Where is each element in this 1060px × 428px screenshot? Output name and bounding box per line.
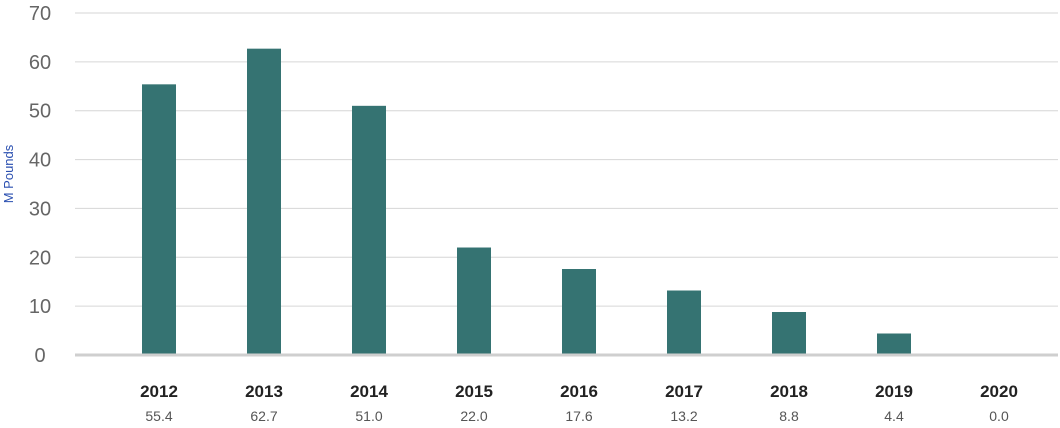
bar <box>247 48 281 356</box>
bar <box>142 84 176 356</box>
x-tick-label: 2015 <box>455 382 493 401</box>
bar <box>457 247 491 355</box>
bar <box>562 269 596 355</box>
value-label: 4.4 <box>884 408 904 424</box>
x-tick-label: 2012 <box>140 382 178 401</box>
y-tick-label: 0 <box>34 345 45 367</box>
y-tick-label: 30 <box>29 198 51 220</box>
bar <box>772 312 806 355</box>
y-tick-label: 20 <box>29 247 51 269</box>
y-tick-label: 50 <box>29 101 51 123</box>
y-axis-label: M Pounds <box>1 144 16 203</box>
value-label: 13.2 <box>670 408 697 424</box>
bar <box>352 105 386 355</box>
value-label: 8.8 <box>779 408 799 424</box>
x-tick-label: 2017 <box>665 382 703 401</box>
bar <box>877 333 911 355</box>
value-labels: 55.4 62.7 51.0 22.0 17.6 13.2 8.8 4.4 0.0 <box>145 408 1009 424</box>
y-axis-ticks: 0 10 20 30 40 50 60 70 <box>29 3 51 367</box>
value-label: 17.6 <box>565 408 592 424</box>
y-tick-label: 70 <box>29 3 51 25</box>
x-tick-label: 2019 <box>875 382 913 401</box>
x-axis-ticks: 2012 2013 2014 2015 2016 2017 2018 2019 2020 <box>140 382 1018 401</box>
y-tick-label: 10 <box>29 296 51 318</box>
x-tick-label: 2018 <box>770 382 808 401</box>
x-tick-label: 2020 <box>980 382 1018 401</box>
value-label: 0.0 <box>989 408 1009 424</box>
value-label: 62.7 <box>250 408 277 424</box>
x-tick-label: 2014 <box>350 382 388 401</box>
x-tick-label: 2013 <box>245 382 283 401</box>
value-label: 22.0 <box>460 408 487 424</box>
bar <box>667 290 701 355</box>
y-tick-label: 60 <box>29 52 51 74</box>
value-label: 51.0 <box>355 408 382 424</box>
y-tick-label: 40 <box>29 150 51 172</box>
bars <box>142 48 911 356</box>
x-tick-label: 2016 <box>560 382 598 401</box>
value-label: 55.4 <box>145 408 172 424</box>
gridlines <box>75 12 1058 307</box>
